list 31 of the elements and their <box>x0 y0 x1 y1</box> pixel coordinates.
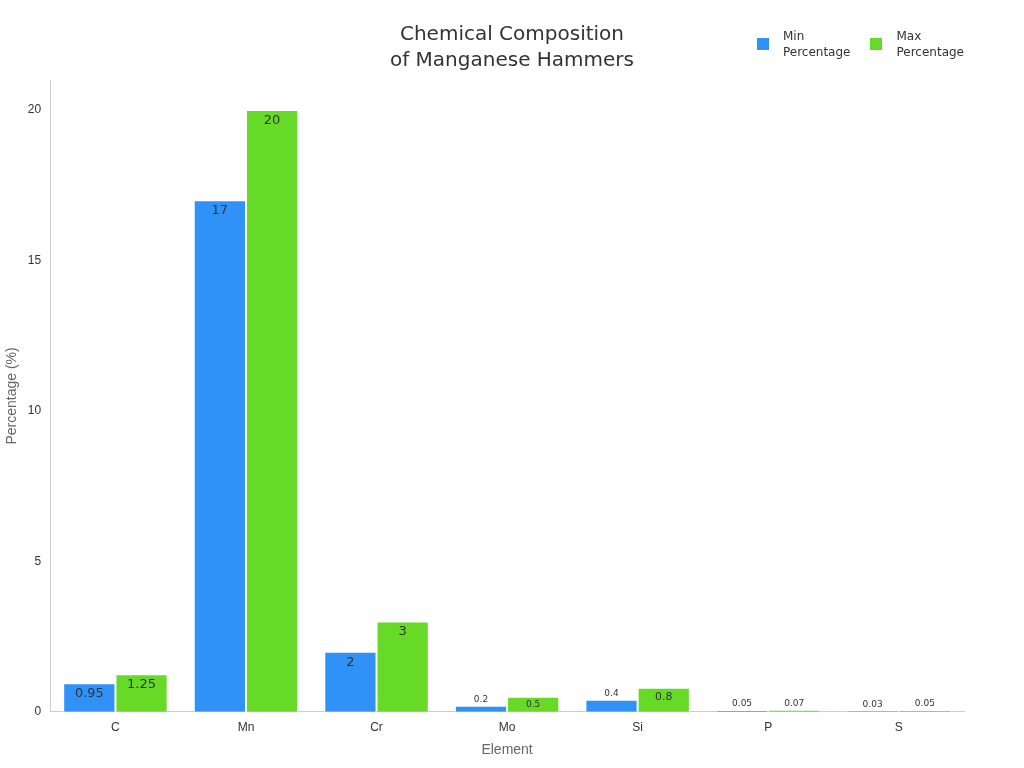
data-label: 0.05 <box>914 698 935 709</box>
data-label: 1.25 <box>127 676 157 692</box>
y-tick-label: 10 <box>27 403 42 418</box>
x-tick-label: Cr <box>370 720 383 735</box>
y-axis-title: Percentage (%) <box>3 347 20 445</box>
data-label: 3 <box>398 623 407 639</box>
x-tick-label: S <box>894 720 903 735</box>
data-label: 0.03 <box>862 698 883 709</box>
x-tick-label: C <box>111 720 121 735</box>
x-tick-label: Mn <box>237 720 255 735</box>
y-tick-label: 15 <box>27 252 42 267</box>
data-label: 0.05 <box>732 698 753 709</box>
data-label: 0.5 <box>526 698 541 709</box>
data-label: 0.95 <box>74 684 104 700</box>
data-label: 0.8 <box>655 689 673 703</box>
x-tick-label: Mo <box>498 720 516 735</box>
x-tick-label: Si <box>632 720 643 735</box>
data-label: 0.07 <box>784 697 805 708</box>
data-label: 20 <box>263 111 281 127</box>
legend-label: Min Percentage <box>782 28 851 60</box>
legend-label: Max Percentage <box>896 28 964 60</box>
x-axis-title: Element <box>481 741 533 758</box>
data-label: 0.2 <box>473 693 489 704</box>
x-tick-label: P <box>764 720 773 735</box>
y-tick-label: 0 <box>34 704 42 719</box>
y-tick-label: 20 <box>27 102 42 117</box>
chart-title: Chemical Composition of Manganese Hammers <box>389 21 635 71</box>
data-label: 2 <box>346 653 355 669</box>
data-label: 0.4 <box>604 687 619 698</box>
data-label: 17 <box>211 202 229 218</box>
y-tick-label: 5 <box>34 553 42 568</box>
